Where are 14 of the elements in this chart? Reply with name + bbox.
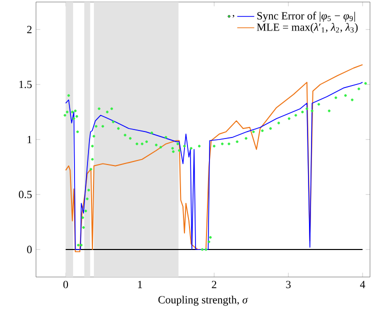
x-tick-label: 3 (286, 280, 291, 288)
x-tick-label: 4 (360, 280, 366, 288)
y-tick-label: 0 (27, 246, 32, 254)
y-tick-label: 1 (28, 136, 32, 144)
legend-label: , (232, 14, 234, 18)
y-tick-label: 2 (27, 26, 32, 34)
x-tick-label: 2 (212, 280, 216, 288)
x-tick-label: 1 (138, 280, 142, 288)
y-tick-label: 1.5 (19, 80, 32, 88)
y-tick-label: 0.5 (18, 190, 32, 198)
x-tick-label: 0 (63, 280, 68, 288)
text: MLE = max(λ′$_{1}$, λ$_{2}$, λ$_{3}$) (256, 23, 358, 34)
legend-label: Sync Error of |φ$_{5}$ − φ$_{9}$| (257, 12, 355, 22)
x-axis-title: Coupling strength, σ (158, 296, 248, 306)
